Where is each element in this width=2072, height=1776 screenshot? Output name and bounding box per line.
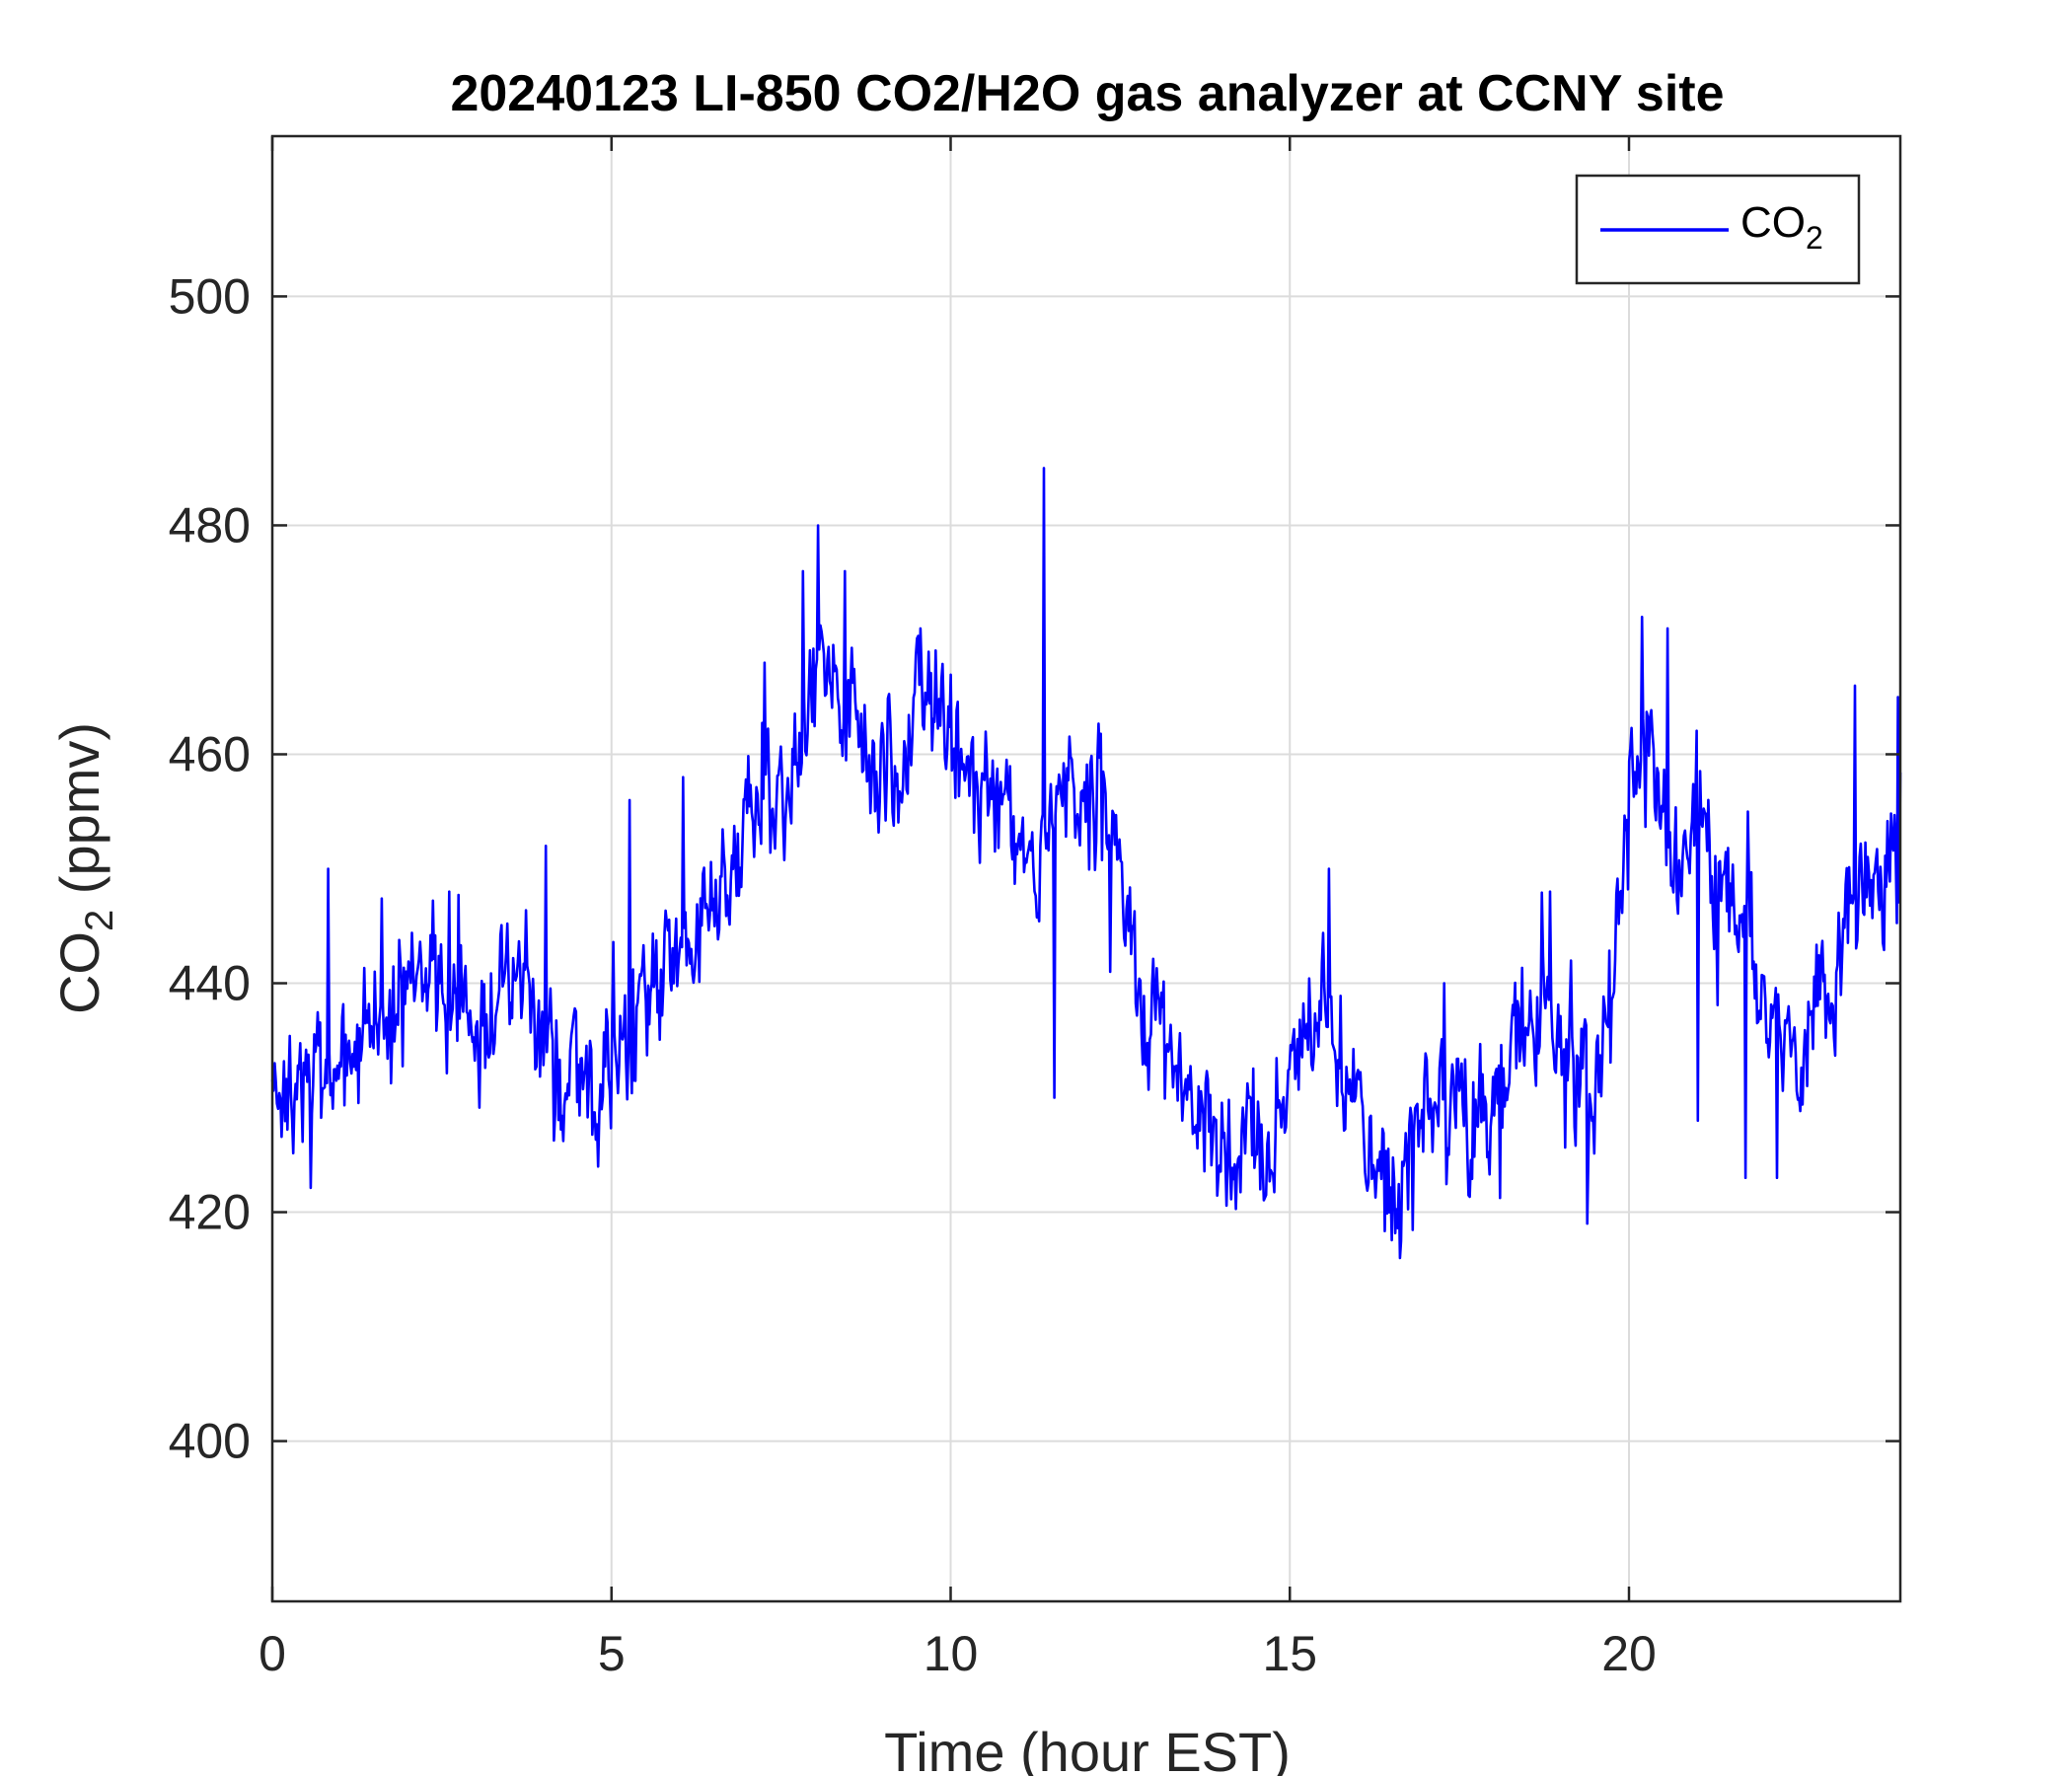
legend: CO2 [1575, 174, 1861, 285]
y-gridlines [272, 295, 1900, 1443]
plot-area [272, 136, 1900, 1601]
x-tick-label: 15 [1262, 1626, 1317, 1681]
series-group [270, 467, 1902, 1260]
x-tick-label: 20 [1601, 1626, 1657, 1681]
y-tick-label: 420 [169, 1185, 251, 1240]
legend-label-main: CO [1740, 198, 1806, 247]
y-tick-label: 400 [169, 1414, 251, 1469]
y-tick-label: 440 [169, 956, 251, 1011]
x-ticks: 0 5 10 15 20 [259, 136, 1657, 1681]
y-tick-label: 460 [169, 726, 251, 781]
legend-label-sub: 2 [1806, 220, 1823, 256]
y-tick-label: 500 [169, 268, 251, 324]
plot-frame [270, 134, 1902, 1603]
y-axis-label-rest: (ppmv) [48, 722, 111, 910]
y-ticks: 400 420 440 460 480 500 [169, 268, 1900, 1469]
x-tick-label: 10 [924, 1626, 979, 1681]
chart-title: 20240123 LI-850 CO2/H2O gas analyzer at … [450, 65, 1724, 122]
series-line-co2 [270, 467, 1902, 1260]
y-axis-label-sub: 2 [78, 910, 121, 931]
y-axis-label-group: CO2 (ppmv) [48, 722, 121, 1014]
y-tick-label: 480 [169, 497, 251, 553]
x-tick-label: 5 [598, 1626, 626, 1681]
legend-label-co2: CO2 [1740, 198, 1823, 256]
y-axis-label-main: CO [48, 931, 111, 1014]
x-axis-label: Time (hour EST) [884, 1721, 1291, 1776]
y-axis-label: CO2 (ppmv) [48, 722, 121, 1014]
x-tick-label: 0 [259, 1626, 286, 1681]
